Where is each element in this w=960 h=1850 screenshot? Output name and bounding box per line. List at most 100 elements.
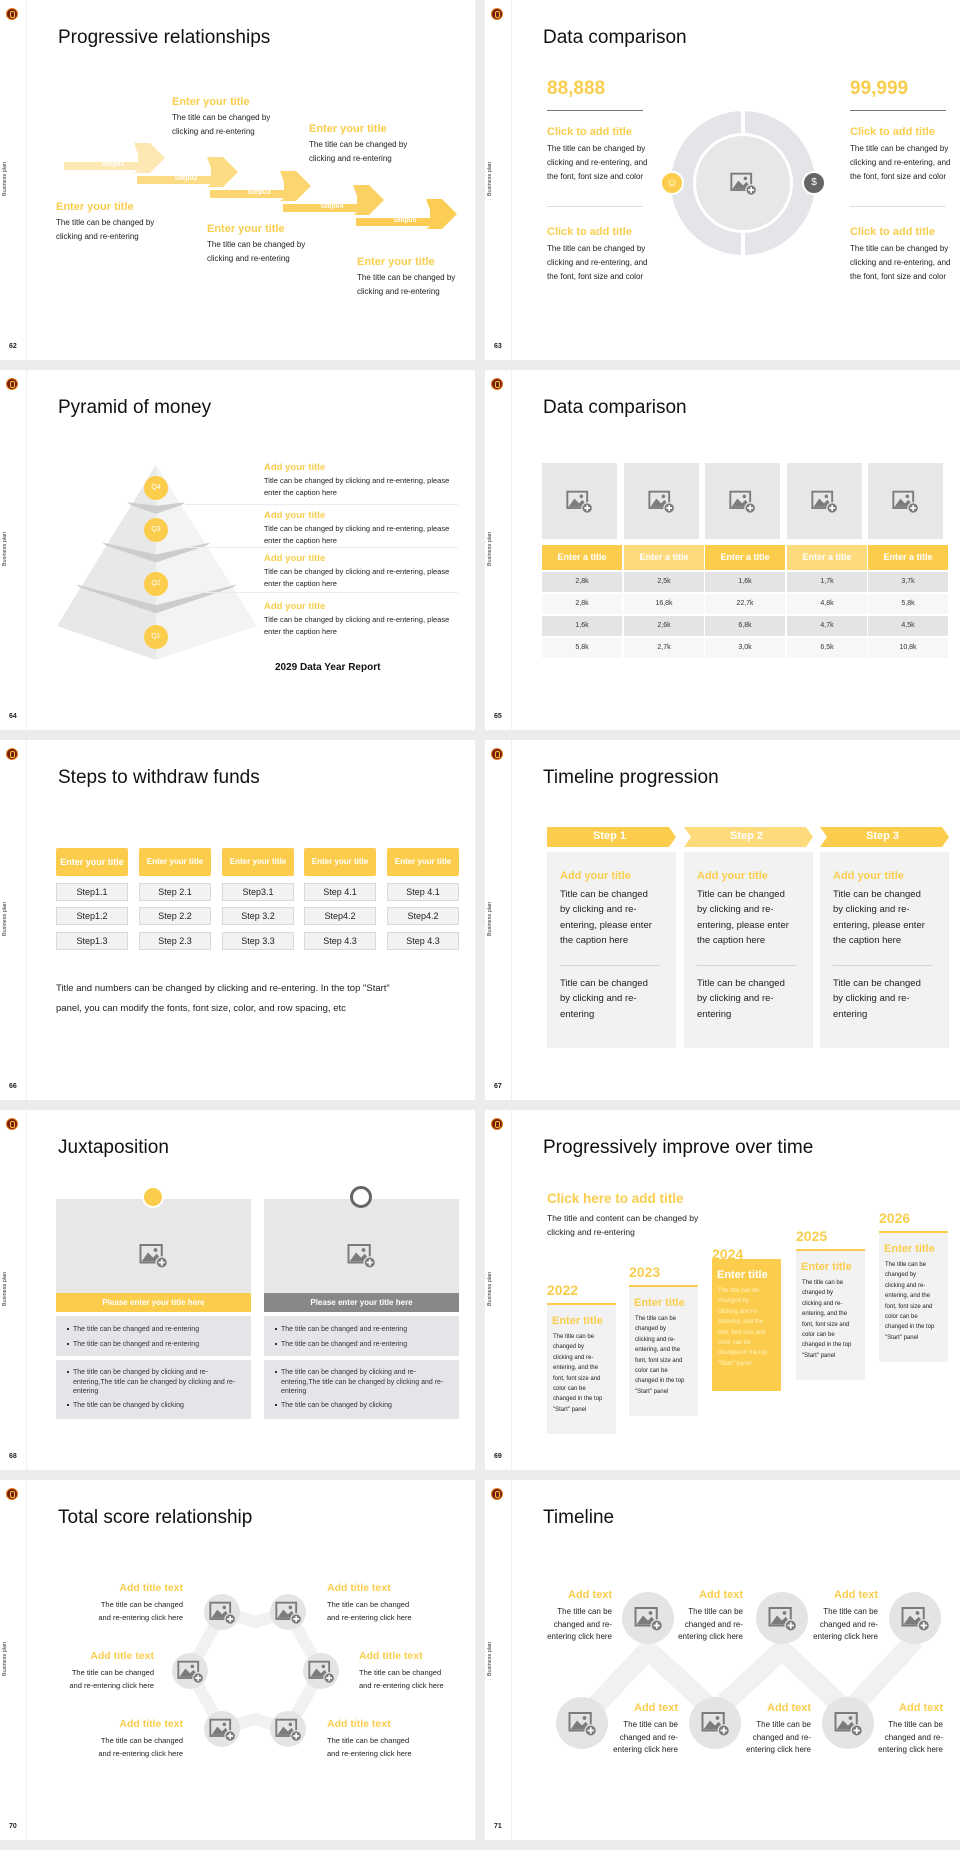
column-header[interactable]: Enter your title — [304, 848, 376, 876]
image-circle[interactable] — [556, 1697, 608, 1749]
sun — [782, 1611, 787, 1615]
frame — [701, 1712, 725, 1732]
table-cell: 4,5k — [868, 616, 948, 636]
item-title: Add title text — [327, 1718, 391, 1730]
step-arrow — [210, 171, 311, 201]
step-box[interactable]: Step 4.3 — [387, 932, 459, 950]
slide-title: Total score relationship — [58, 1507, 253, 1528]
frame — [308, 1660, 331, 1679]
year-card[interactable] — [879, 1233, 948, 1362]
image-placeholder-icon — [275, 1601, 302, 1625]
image-placeholder[interactable] — [787, 463, 862, 539]
mountain — [703, 1720, 723, 1730]
slide-71[interactable]: Timeline Business plan 71 Add text The title… — [485, 1480, 960, 1840]
sun — [288, 1722, 293, 1727]
step-box[interactable]: Step3.1 — [222, 883, 294, 901]
image-circle[interactable] — [756, 1592, 808, 1644]
year-label: 2024 — [712, 1246, 744, 1262]
slide-67[interactable]: Timeline progression Business plan 67 Step … — [485, 740, 960, 1100]
step-box[interactable]: Step 4.1 — [387, 883, 459, 901]
frame — [139, 1244, 163, 1264]
step-box[interactable]: Step1.3 — [56, 932, 128, 950]
column-header[interactable]: Enter your title — [222, 848, 294, 876]
image-circle[interactable] — [822, 1697, 874, 1749]
year-line — [547, 1303, 616, 1305]
image-circle[interactable] — [689, 1697, 741, 1749]
table-cell: 4,8k — [787, 594, 867, 614]
table-cell: 16,8k — [624, 594, 704, 614]
sun — [848, 1716, 853, 1720]
step-box[interactable]: Step4.2 — [304, 907, 376, 925]
slide-69[interactable]: Progressively improve over time Business … — [485, 1110, 960, 1470]
stat-value: 88,888 — [547, 78, 606, 99]
step-box[interactable]: Step1.1 — [56, 883, 128, 901]
page-number: 66 — [9, 1083, 17, 1090]
column-header[interactable]: Enter your title — [139, 848, 211, 876]
step-box[interactable]: Step1.2 — [56, 907, 128, 925]
page-number: 62 — [9, 343, 17, 350]
frame — [901, 1607, 925, 1627]
image-placeholder-icon — [209, 1718, 236, 1742]
image-placeholder[interactable] — [542, 463, 617, 539]
image-placeholder[interactable] — [868, 463, 943, 539]
level-badge: Q3 — [144, 518, 168, 542]
step-box[interactable]: Step 3.2 — [222, 907, 294, 925]
sun — [153, 1248, 158, 1252]
slide-64[interactable]: Pyramid of money Business plan 64 Q4 Q3 Q2 Q1 A… — [0, 370, 475, 730]
card-body: Title can be changed by clicking and re-… — [833, 978, 921, 1020]
tier-slat — [76, 584, 237, 614]
column-header[interactable]: Enter your title — [387, 848, 459, 876]
plus — [653, 1622, 660, 1629]
logo — [6, 8, 18, 20]
plus — [227, 1733, 234, 1739]
intro: The title and content can be changed by … — [547, 1213, 699, 1237]
image-circle[interactable] — [889, 1592, 941, 1644]
divider — [185, 547, 458, 548]
year-card[interactable] — [796, 1251, 865, 1380]
level-badge: Q1 — [144, 625, 168, 649]
year-card[interactable] — [712, 1259, 781, 1391]
step-box[interactable]: Step 3.3 — [222, 932, 294, 950]
image-circle[interactable] — [622, 1592, 674, 1644]
step-box[interactable]: Step 2.1 — [139, 883, 211, 901]
column-header[interactable]: Enter your title — [56, 848, 128, 876]
table-cell: 2,5k — [624, 572, 704, 592]
frame — [729, 490, 752, 509]
step-box[interactable]: Step 4.1 — [304, 883, 376, 901]
divider — [185, 592, 458, 593]
table-cell: 2,7k — [624, 638, 704, 658]
step-box[interactable]: Step 2.2 — [139, 907, 211, 925]
slide-70[interactable]: Total score relationship Business plan 70 A… — [0, 1480, 475, 1840]
mountain — [894, 498, 912, 507]
item-title: Add title text — [359, 1650, 423, 1662]
step-box[interactable]: Step4.2 — [387, 907, 459, 925]
table-cell: 1,6k — [705, 572, 785, 592]
image-placeholder[interactable] — [624, 463, 699, 539]
slide-62[interactable]: Progressive relationships Business plan 62… — [0, 0, 475, 360]
mountain — [650, 498, 668, 507]
mountain — [813, 498, 831, 507]
item-title: Add text — [634, 1702, 678, 1714]
item-title: Add text — [699, 1589, 743, 1601]
year-line — [629, 1285, 698, 1287]
table-cell: 2,8k — [542, 572, 622, 592]
sun — [582, 1716, 587, 1720]
step-box[interactable]: Step 4.3 — [304, 932, 376, 950]
item-body: The title can be changed by clicking and… — [547, 244, 648, 281]
sun — [648, 1611, 653, 1615]
slide-68[interactable]: Juxtaposition Business plan 68 Please enter… — [0, 1110, 475, 1470]
year-card[interactable] — [629, 1287, 698, 1416]
year-card[interactable] — [547, 1305, 616, 1434]
card-body: Title can be changed by clicking and re-… — [560, 889, 652, 946]
step-arrow — [356, 199, 457, 229]
slide-66[interactable]: Steps to withdraw funds Business plan 66 En… — [0, 740, 475, 1100]
image-placeholder[interactable] — [705, 463, 780, 539]
slide-65[interactable]: Data comparison Business plan 65 Enter a ti… — [485, 370, 960, 730]
slide-63[interactable]: Data comparison Business plan 63 88,888 Clic… — [485, 0, 960, 360]
mountain — [277, 1726, 295, 1735]
mountain — [636, 1615, 656, 1625]
note: Title and numbers can be changed by clic… — [56, 983, 390, 1014]
step-box[interactable]: Step 2.3 — [139, 932, 211, 950]
table-header-cell: Enter a title — [624, 545, 704, 570]
sidebar-divider — [26, 370, 27, 730]
